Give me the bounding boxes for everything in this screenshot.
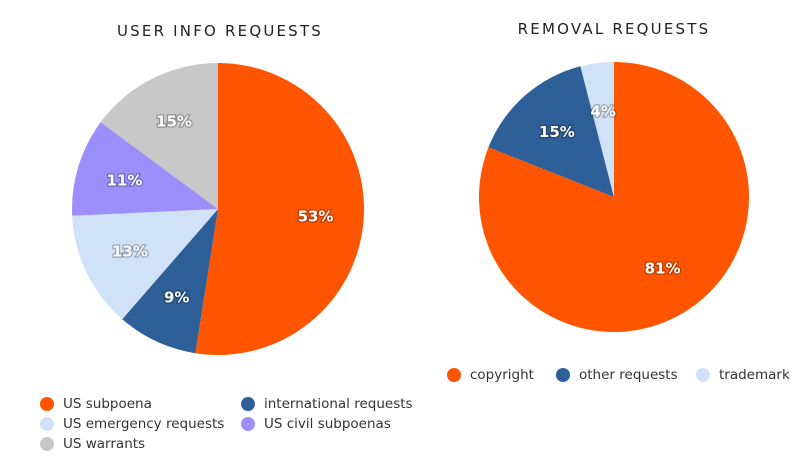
- legend-item-us-warrants: US warrants: [40, 436, 145, 452]
- slice-label-us-warrants: 15%: [156, 113, 192, 131]
- pie-slice-us-civil-subpoenas: [72, 122, 218, 216]
- slice-label-copyright: 81%: [645, 259, 681, 277]
- legend-item-copyright: copyright: [447, 367, 534, 383]
- legend-label: other requests: [579, 367, 678, 383]
- legend-label: international requests: [264, 396, 413, 412]
- pie-slice-us-emergency-requests: [72, 209, 219, 320]
- legend-label: US subpoena: [63, 396, 152, 412]
- slice-label-trademark: 4%: [590, 102, 615, 120]
- legend-label: trademark: [719, 367, 790, 383]
- legend-label: US warrants: [63, 436, 146, 452]
- pie-slice-international-requests: [122, 209, 218, 354]
- legend-swatch: [447, 368, 461, 382]
- legend-item-us-emergency-requests: US emergency requests: [40, 416, 224, 432]
- legend-swatch: [40, 397, 54, 411]
- user-info-pie: 53% 9% 13% 11% 15%: [72, 63, 364, 355]
- legend-swatch: [241, 417, 255, 431]
- legend-item-us-subpoena: US subpoena: [40, 396, 152, 412]
- slice-label-us-emergency-requests: 13%: [112, 243, 148, 261]
- slice-label-us-subpoena: 53%: [298, 208, 334, 226]
- pie-slice-us-subpoena: [195, 63, 364, 355]
- legend-item-other-requests: other requests: [556, 367, 678, 383]
- slice-label-us-civil-subpoenas: 11%: [106, 172, 142, 190]
- slice-label-international-requests: 9%: [164, 289, 189, 307]
- legend-swatch: [556, 368, 570, 382]
- legend-item-trademark: trademark: [696, 367, 790, 383]
- legend-swatch: [241, 397, 255, 411]
- legend-label: US emergency requests: [63, 416, 225, 432]
- pie-slice-us-warrants: [100, 63, 218, 209]
- legend-label: copyright: [470, 367, 534, 383]
- legend-item-us-civil-subpoenas: US civil subpoenas: [241, 416, 391, 432]
- legend-swatch: [40, 437, 54, 451]
- legend-swatch: [40, 417, 54, 431]
- pie-slice-copyright: [478, 62, 749, 332]
- slice-label-other-requests: 15%: [539, 123, 575, 141]
- removal-pie: 81% 15% 4%: [478, 62, 749, 332]
- legend-item-international-requests: international requests: [241, 396, 413, 412]
- pie-slice-trademark: [580, 62, 614, 197]
- pie-slice-other-requests: [488, 66, 614, 197]
- user-info-chart-title: USER INFO REQUESTS: [117, 22, 323, 40]
- legend-swatch: [696, 368, 710, 382]
- legend-label: US civil subpoenas: [264, 416, 391, 432]
- removal-chart-title: REMOVAL REQUESTS: [517, 20, 711, 38]
